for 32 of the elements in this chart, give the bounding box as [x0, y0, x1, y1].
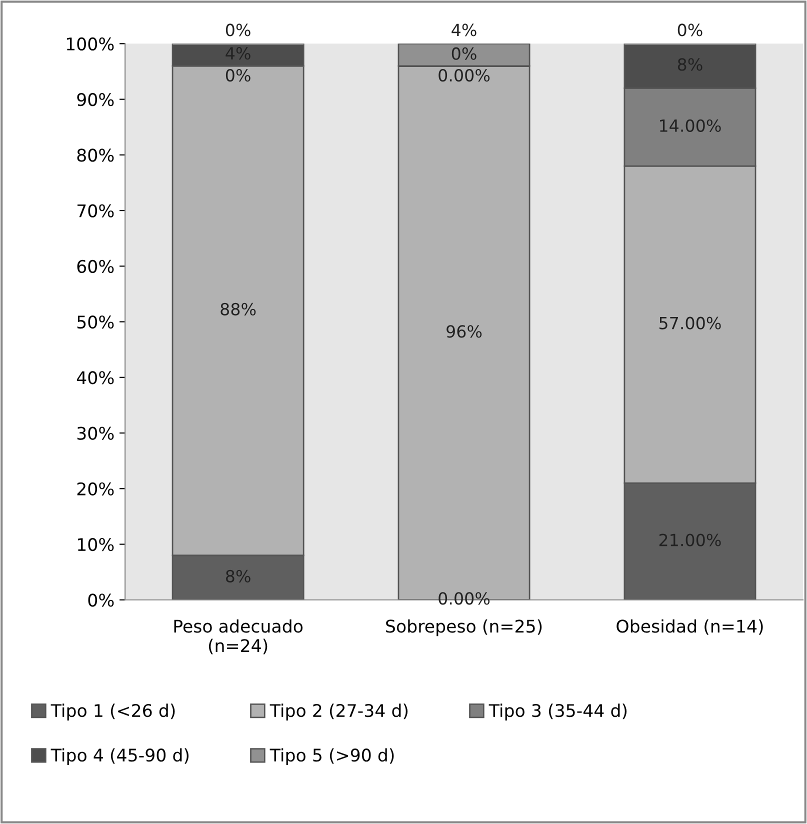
legend-label: Tipo 1 (<26 d): [50, 704, 175, 720]
data-label: 4%: [452, 24, 476, 36]
y-tick-label: 80%: [77, 148, 114, 162]
data-label: 21.00%: [659, 534, 721, 546]
y-tick-label: 70%: [78, 204, 114, 218]
y-tick-label: 60%: [77, 260, 114, 273]
data-label: 0%: [678, 24, 702, 36]
data-label: 96%: [446, 325, 482, 338]
data-label: 0.00%: [438, 68, 490, 82]
y-tick-label: 30%: [77, 426, 114, 440]
legend-label: Tipo 4 (45-90 d): [50, 748, 189, 766]
data-label: 57.00%: [659, 316, 721, 330]
data-label: 88%: [220, 302, 256, 316]
data-label: 14.00%: [660, 119, 721, 132]
x-tick-label: Sobrepeso (n=25): [386, 619, 542, 636]
legend-label: Tipo 3 (35-44 d): [488, 704, 627, 720]
x-tick-label: Obesidad (n=14): [616, 619, 763, 635]
legend-label: Tipo 2 (27-34 d): [270, 704, 408, 720]
y-tick-label: 40%: [76, 371, 114, 384]
data-label: 0%: [226, 68, 250, 82]
y-tick-label: 90%: [77, 93, 114, 106]
y-tick-label: 20%: [77, 482, 114, 496]
y-tick-label: 0%: [88, 594, 114, 607]
x-tick-label: Peso adecuado (n=24): [174, 619, 303, 654]
data-label: 0%: [226, 24, 250, 36]
data-label: 0.00%: [438, 592, 490, 605]
y-tick-label: 50%: [77, 315, 114, 329]
legend-label: Tipo 5 (>90 d): [270, 748, 394, 766]
y-tick-label: 100%: [66, 37, 114, 51]
y-tick-label: 10%: [78, 538, 114, 552]
data-label: 0%: [452, 47, 476, 60]
data-label: 8%: [226, 570, 250, 582]
